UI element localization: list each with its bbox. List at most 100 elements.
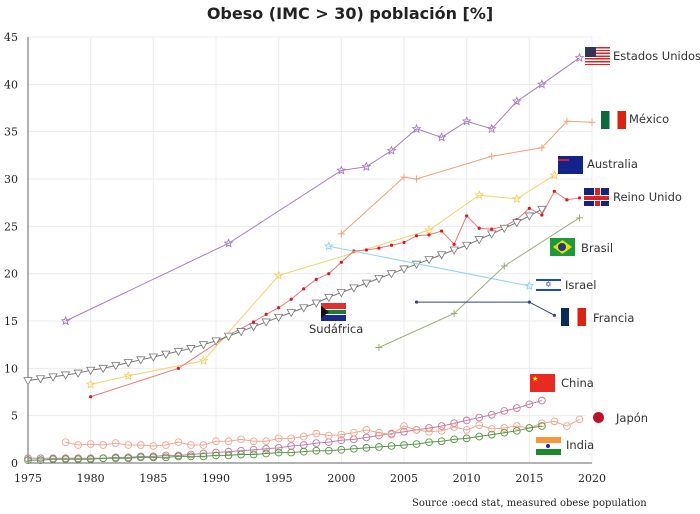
point-china [24,454,32,463]
point-reino-unido [565,198,569,202]
point-china [375,431,383,440]
x-tick-label: 2005 [390,472,418,485]
series-line-australia [90,174,555,385]
y-tick-label: 15 [4,315,18,328]
point-jap-n [324,431,333,440]
y-tick-label: 10 [4,362,18,375]
flag-china-icon: ★ [530,374,555,392]
point-india [174,452,183,461]
chart-title: Obeso (IMC > 30) población [%] [206,4,494,23]
x-tick-label: 1975 [14,472,42,485]
point-india [187,452,195,461]
point-reino-unido [277,306,281,310]
point-sud-frica [173,347,184,357]
point-jap-n [437,426,446,435]
point-jap-n [99,441,108,449]
point-sud-frica [273,313,284,323]
point-reino-unido [252,320,256,324]
point-china [475,413,484,422]
point-reino-unido [527,206,531,210]
series-line-china [28,400,543,459]
point-estados-unidos [486,123,497,134]
series-line-india [28,425,542,461]
point-jap-n [74,441,82,449]
point-reino-unido [302,287,306,291]
point-jap-n [425,427,433,436]
point-sud-frica [35,375,46,384]
point-china [525,400,534,409]
point-india [237,450,245,459]
point-m-xico [488,152,496,160]
label-sudafrica: Sudáfrica [309,322,364,336]
point-india [199,452,208,461]
point-jap-n [162,441,170,449]
point-sud-frica [349,284,359,293]
point-sud-frica [399,265,409,274]
flag-japan-icon [586,408,611,426]
point-australia [511,193,522,204]
point-india [74,455,82,464]
point-jap-n [249,437,258,446]
point-sud-frica [60,371,71,380]
series-line-sud-frica [27,208,543,382]
point-india [412,440,421,448]
point-reino-unido [289,297,293,301]
point-estados-unidos [223,238,234,248]
point-china [162,451,170,460]
point-sud-frica [499,224,509,234]
point-sud-frica [223,332,234,341]
point-estados-unidos [436,132,447,142]
y-tick-label: 40 [4,78,18,91]
point-india [287,448,296,457]
point-reino-unido [540,213,544,217]
point-china [487,410,496,419]
point-jap-n [86,440,95,448]
x-tick-label: 2010 [453,472,481,485]
x-tick-label: 1985 [139,472,167,485]
point-india [162,453,170,462]
series-line-israel [328,245,530,287]
point-israel [524,280,535,291]
point-india [337,445,346,454]
point-india [274,448,283,457]
label-francia: Francia [593,311,635,325]
point-reino-unido [377,246,381,250]
label-estados-unidos: Estados Unidos [613,49,700,63]
point-china [187,450,195,459]
y-tick-label: 45 [4,31,18,44]
point-m-xico [400,173,408,181]
point-m-xico [588,118,596,126]
point-reino-unido [577,196,582,200]
point-china [249,445,258,454]
point-china [337,436,346,445]
point-reino-unido [440,229,444,233]
point-india [462,434,471,443]
flag-usa-icon [585,47,610,65]
x-tick-label: 2020 [578,472,606,485]
point-india [512,426,521,435]
label-brasil: Brasil [581,241,614,255]
point-india [437,437,446,446]
x-tick-label: 1980 [77,472,105,485]
point-jap-n [387,430,396,439]
point-jap-n [500,424,509,432]
point-jap-n [362,426,371,434]
flag-uk-icon [584,188,609,206]
point-australia [85,379,96,389]
point-sud-frica [85,366,96,376]
point-estados-unidos [461,116,472,126]
point-sud-frica [186,345,196,354]
point-china [512,404,521,412]
point-india [362,444,371,452]
point-sud-frica [98,364,108,374]
point-sud-frica [411,260,422,270]
point-sud-frica [424,256,434,265]
point-india [500,428,509,437]
point-sud-frica [286,309,296,318]
point-china [199,449,208,458]
point-estados-unidos [361,161,372,171]
point-sud-frica [512,219,522,228]
point-sud-frica [461,241,472,251]
flag-france-icon [561,308,586,326]
